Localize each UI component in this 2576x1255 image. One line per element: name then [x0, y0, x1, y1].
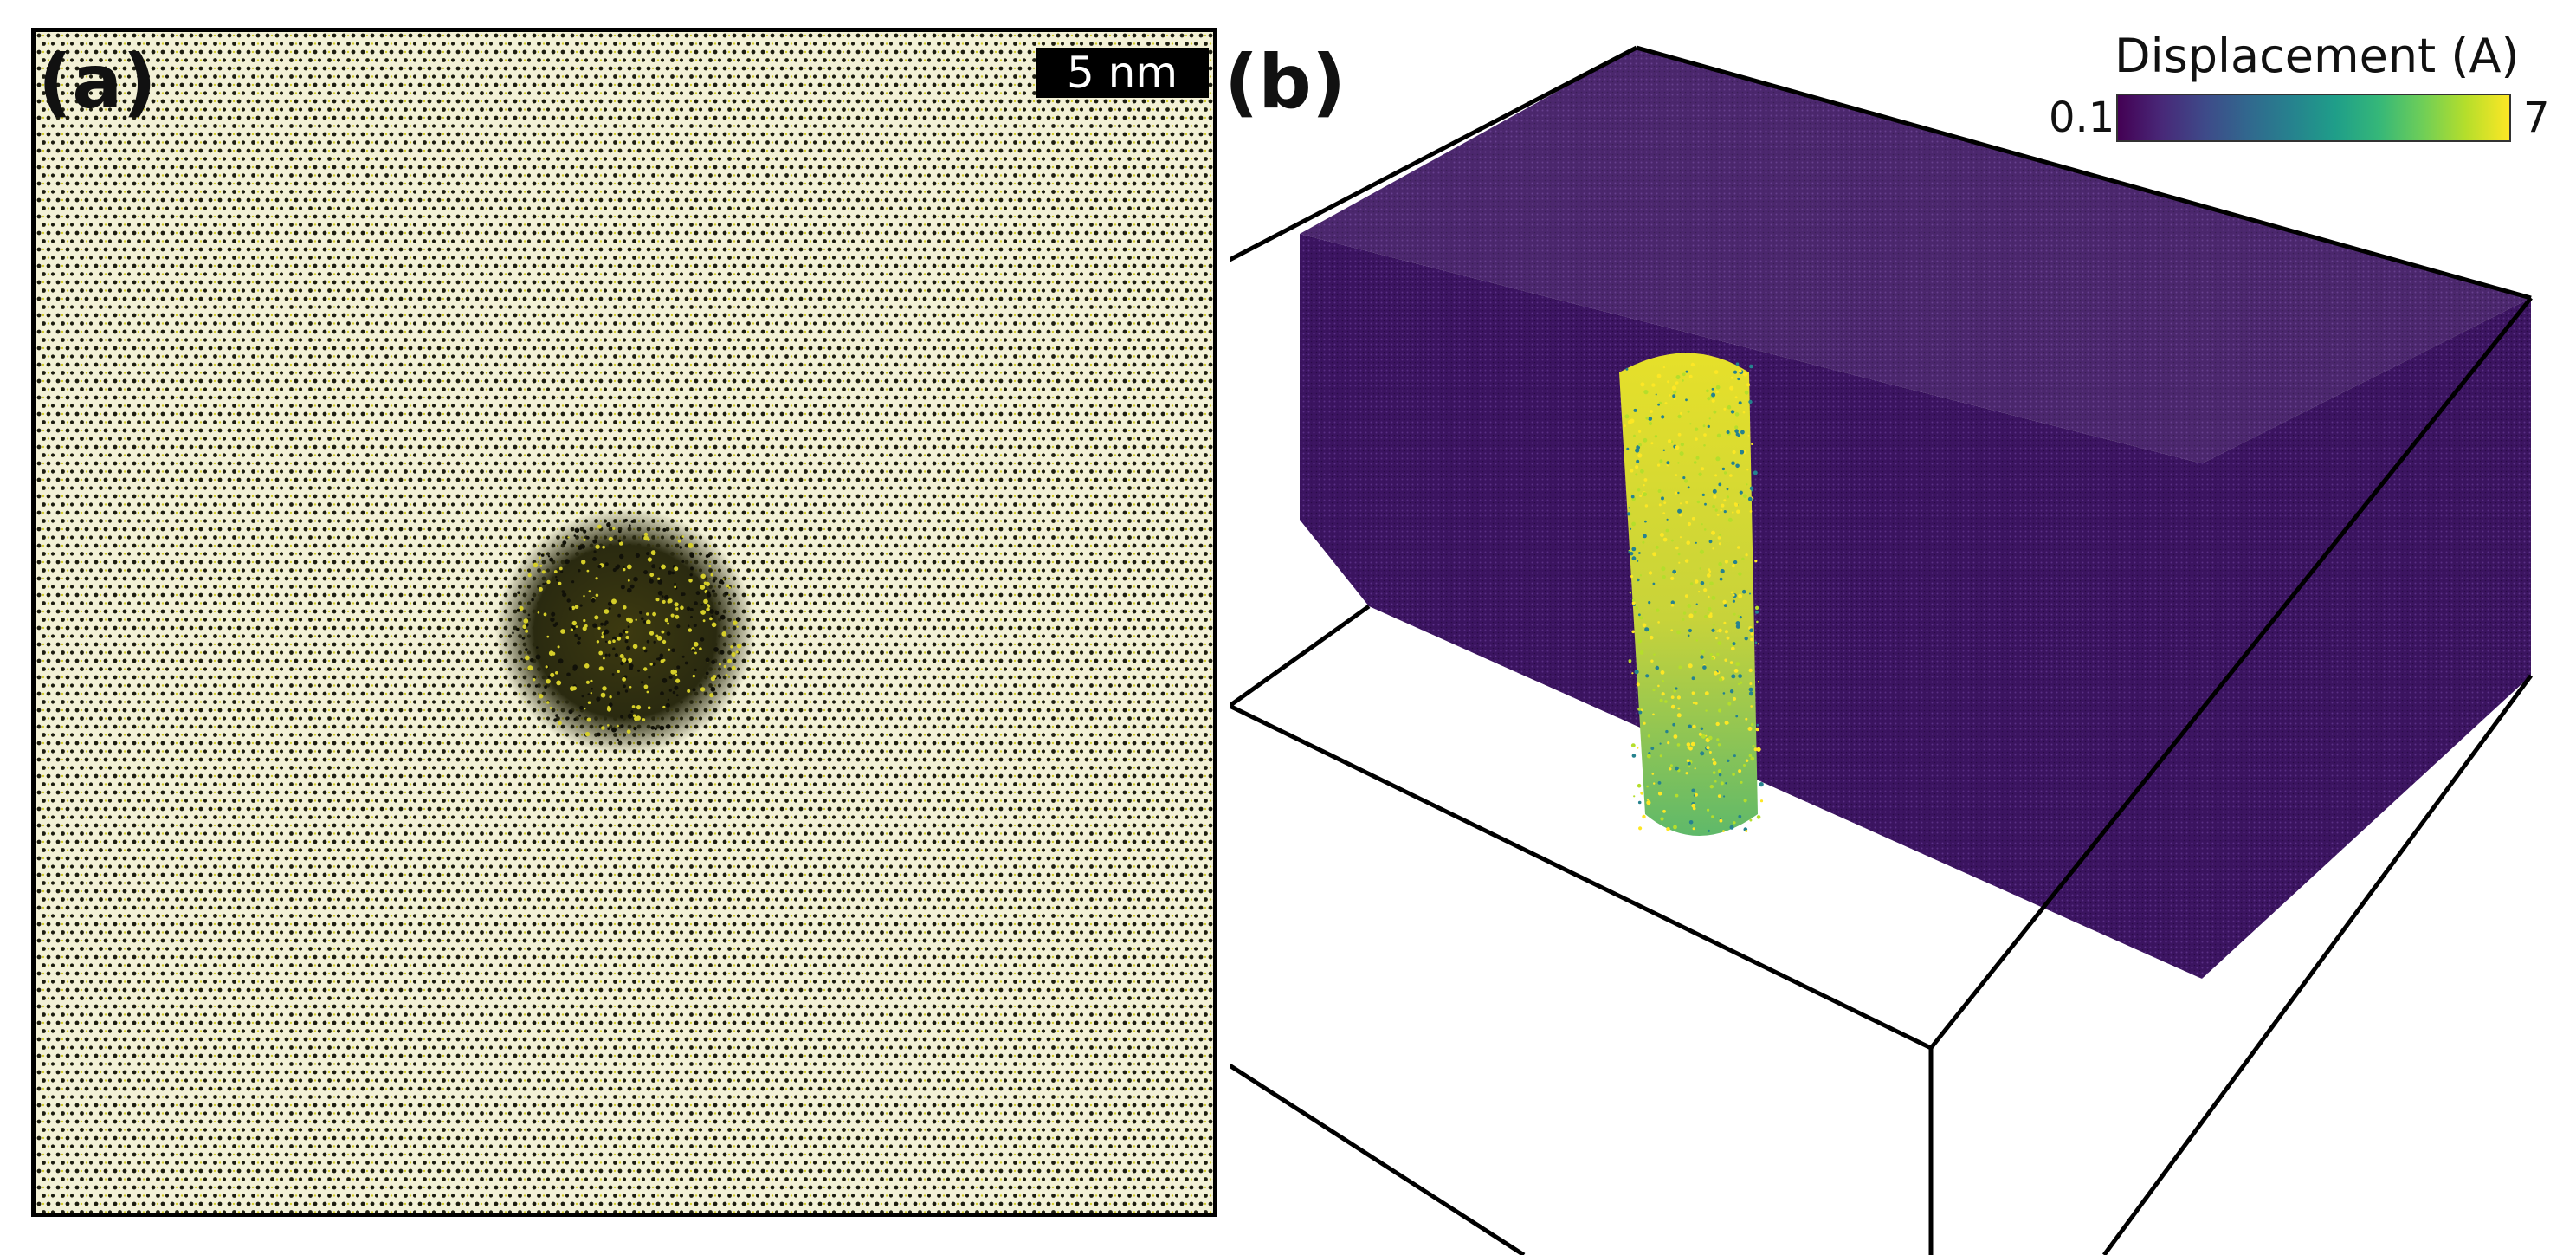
panel-a-lattice-view: [31, 28, 1217, 1217]
column-speckles: [1624, 362, 1764, 832]
ion-track-speckles: [512, 518, 742, 743]
colorbar-min-label: 0.1: [2049, 94, 2115, 142]
colorbar-gradient: [2116, 94, 2511, 142]
simulation-box-image: [1230, 45, 2534, 1255]
lattice-image: [36, 32, 1213, 1213]
panel-b-3d-view: [1230, 0, 2576, 1255]
scale-bar: 5 nm: [1036, 48, 1209, 98]
colorbar-max-label: 7: [2523, 94, 2550, 142]
colorbar-title: Displacement (A): [2114, 29, 2520, 83]
panel-a-label: (a): [38, 39, 157, 126]
panel-b-label: (b): [1224, 39, 1346, 126]
slab-right-face: [2202, 298, 2531, 979]
simulation-box-outline: [1230, 45, 2534, 1255]
slab-top-face: [1300, 48, 2531, 463]
